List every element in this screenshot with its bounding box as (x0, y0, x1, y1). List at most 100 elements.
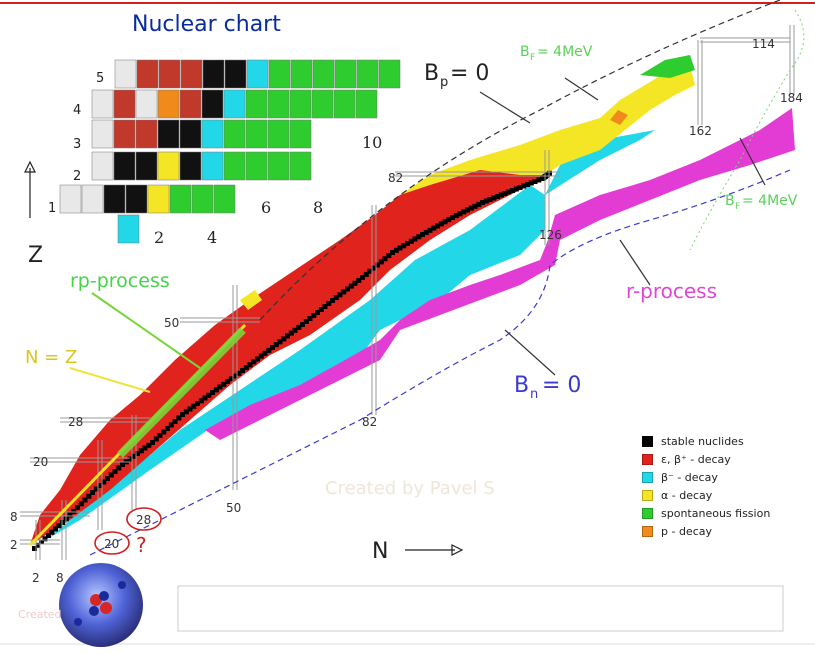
legend-swatch (642, 453, 653, 465)
stable-nuclide (348, 283, 354, 289)
stable-nuclide (228, 376, 234, 382)
stable-nuclide (262, 350, 268, 356)
stable-nuclide (240, 368, 245, 373)
legend-label: spontaneous fission (661, 506, 771, 520)
proton-drip-line (259, 0, 781, 321)
n-magic-162: 162 (689, 124, 712, 138)
stable-nuclide (67, 512, 73, 518)
inset-nuclide-cell (157, 151, 180, 181)
inset-nuclide-cell (117, 214, 140, 244)
rp-process-label: rp-process (70, 270, 170, 292)
bn-subscript: n (530, 387, 538, 402)
inset-nuclide-cell (147, 184, 170, 214)
stable-nuclide (82, 497, 88, 503)
electron-2 (74, 618, 82, 626)
inset-nuclide-cell (289, 119, 312, 149)
inset-nuclide-cell (157, 119, 180, 149)
legend-swatch (642, 489, 653, 501)
stable-nuclide (476, 201, 482, 207)
n-equals-z-pointer (69, 367, 151, 393)
legend-item: spontaneous fission (642, 504, 792, 522)
inset-nuclide-cell (267, 151, 290, 181)
inset-nuclide-cell (157, 89, 180, 119)
stable-nuclide (528, 180, 534, 186)
n-magic-28: 28 (136, 513, 151, 527)
stable-nuclide (251, 359, 257, 365)
stable-nuclide (405, 241, 410, 246)
stable-nuclide (270, 345, 275, 350)
legend-label: ε, β⁺ - decay (661, 452, 731, 466)
inset-nuclide-cell (213, 184, 236, 214)
inset-z-2: 2 (73, 169, 81, 184)
stable-nuclide (510, 188, 515, 193)
stable-nuclide (517, 185, 523, 190)
stable-nuclide (221, 381, 227, 387)
stable-nuclide (247, 362, 253, 368)
stable-nuclide (153, 436, 159, 442)
stable-nuclide (255, 356, 260, 362)
stable-nuclide (412, 236, 418, 242)
stable-nuclide (142, 445, 148, 451)
n-magic-50: 50 (226, 501, 241, 515)
z-axis-arrow-head (24, 160, 36, 173)
bp-value: = 0 (450, 61, 489, 86)
z-magic-50: 50 (164, 316, 179, 330)
stable-nuclide (315, 310, 320, 315)
inset-nuclide-cell (311, 89, 334, 119)
stable-nuclide (258, 353, 264, 359)
neutron-1 (99, 591, 109, 601)
circle-28 (126, 507, 162, 531)
bp-pointer (479, 91, 531, 124)
stable-nuclide (532, 179, 538, 184)
stable-nuclide (105, 476, 110, 481)
inset-nuclide-cell (136, 59, 159, 89)
bn-value: = 0 (542, 373, 581, 398)
neutron-drip-line (89, 169, 791, 556)
stable-nuclide (438, 221, 444, 227)
stable-nuclide (363, 271, 369, 277)
legend-item: α - decay (642, 486, 792, 504)
circle-20 (94, 531, 130, 555)
bf-right-pointer (739, 137, 766, 186)
stable-nuclide (202, 395, 208, 401)
stable-nuclide (465, 207, 470, 213)
stable-nuclide (318, 307, 324, 312)
z-magic-82: 82 (388, 171, 403, 185)
stable-nuclide (198, 398, 204, 404)
bf-top-subscript: F (530, 53, 535, 63)
stable-nuclide (217, 384, 223, 390)
stable-nuclide (116, 465, 122, 471)
stable-nuclide (480, 200, 485, 205)
inset-nuclide-cell (245, 119, 268, 149)
inset-nuclide-cell (333, 89, 356, 119)
stable-nuclide (423, 229, 429, 235)
stable-nuclide (386, 253, 392, 259)
inset-nuclide-cell (59, 184, 82, 214)
stable-nuclide (382, 256, 388, 262)
inset-nuclide-cell (201, 119, 224, 149)
stable-nuclide (206, 392, 212, 398)
inset-nuclide-cell (355, 89, 378, 119)
inset-nuclide-cell (158, 59, 181, 89)
stable-nuclide (525, 182, 530, 187)
stable-nuclide (491, 195, 497, 201)
stable-nuclide (356, 277, 362, 283)
stable-nuclide (442, 219, 448, 225)
stable-nuclide (172, 419, 178, 424)
inset-z-5: 5 (96, 71, 104, 86)
inset-nuclide-cell (289, 151, 312, 181)
stable-nuclide (446, 217, 452, 223)
z-axis-label: Z (28, 243, 43, 268)
rp-process-line (117, 327, 246, 458)
stable-nuclide (330, 298, 335, 303)
inset-nuclide-cell (135, 119, 158, 149)
stable-nuclide (300, 322, 305, 327)
stable-nuclide (371, 265, 377, 271)
watermark: Created by Pavel S (325, 478, 495, 499)
inset-nuclide-cell (125, 184, 148, 214)
legend-item: β⁻ - decay (642, 468, 792, 486)
stable-nuclide (450, 215, 455, 220)
inset-n-10: 10 (362, 133, 382, 152)
stable-nuclide (232, 373, 238, 379)
